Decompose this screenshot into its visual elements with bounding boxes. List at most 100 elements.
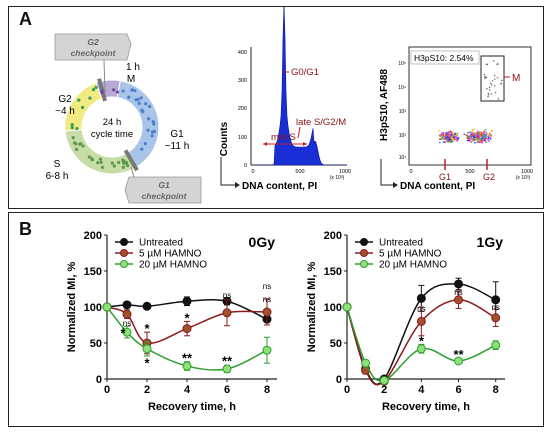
scatter-dot <box>491 129 493 132</box>
cycle-dot <box>96 161 100 165</box>
cycle-dot <box>88 96 92 100</box>
chart-title: 1Gy <box>477 234 504 250</box>
scatter-dot <box>445 138 448 141</box>
scatter-xtick-1: 500 <box>465 169 474 175</box>
scatter-dot <box>447 130 450 133</box>
chart-title: 0Gy <box>249 234 276 250</box>
mitotic-dot <box>484 76 487 79</box>
significance-label: ns <box>454 288 462 297</box>
scatter-dot <box>476 139 478 142</box>
scatter-dot <box>438 141 441 144</box>
scatter-dot <box>485 134 487 136</box>
y-tick-label: 100 <box>84 302 102 314</box>
legend-label: Untreated <box>139 238 183 249</box>
mitotic-dot <box>490 93 492 95</box>
scatter-dot <box>469 131 472 133</box>
s-label: S <box>54 159 61 170</box>
y-tick-label: 50 <box>330 338 342 350</box>
scatter-dot <box>474 131 477 134</box>
legend-label: 20 µM HAMNO <box>139 260 207 271</box>
scatter-dot <box>456 132 459 135</box>
significance-label: ns <box>491 303 499 312</box>
scatter-dot <box>471 134 474 137</box>
cycle-dot <box>144 102 148 106</box>
scatter-dot <box>456 137 459 140</box>
hist-ytick-4: 400 <box>238 50 247 56</box>
g1-checkpoint-l2: checkpoint <box>142 191 188 201</box>
significance-label: * <box>120 325 126 340</box>
hist-xtick-1: 500 <box>295 169 304 175</box>
mitotic-dot <box>483 73 486 76</box>
data-point <box>454 356 464 366</box>
cycle-dot <box>99 160 103 164</box>
cycle-dot <box>147 117 151 121</box>
scatter-dot <box>474 141 476 144</box>
hist-label-arrow <box>235 182 240 188</box>
cycle-dot <box>140 147 144 151</box>
scatter-dot <box>484 137 487 140</box>
cycle-dot <box>136 97 140 102</box>
data-point <box>361 358 371 368</box>
mi-chart-0: 0 50 100 150 200 0 2 4 6 8 Normalized MI, % Recover… <box>66 230 277 413</box>
hist-ytick-2: 200 <box>238 106 247 112</box>
cycle-dot <box>70 123 74 127</box>
data-point <box>222 308 232 318</box>
scatter-dot <box>470 141 473 143</box>
x-tick-label: 4 <box>418 384 425 396</box>
cycle-dot <box>146 128 150 132</box>
cycle-dot <box>87 155 91 159</box>
scatter-yexp-4: 10¹ <box>399 155 407 161</box>
scatter-dot <box>480 137 483 140</box>
g1-time: ~11 h <box>165 141 190 152</box>
scatter-xtick-0: 0 <box>409 169 412 175</box>
cycle-dot <box>112 164 116 168</box>
scatter-yexp-3: 10² <box>399 133 407 139</box>
x-tick-label: 8 <box>264 384 270 396</box>
mitotic-dot <box>497 98 500 100</box>
scatter-dot <box>477 139 480 142</box>
scatter-dot <box>454 133 457 135</box>
y-tick-label: 150 <box>324 266 342 278</box>
cycle-dot <box>112 88 116 92</box>
mids-arrow-right <box>303 142 307 146</box>
cycle-dot <box>110 161 114 165</box>
scatter-dot <box>466 137 469 140</box>
mitotic-dot <box>485 76 488 79</box>
mitotic-dot <box>492 59 495 62</box>
scatter-dot <box>483 131 485 134</box>
mitotic-dot <box>500 79 503 82</box>
mitotic-dot <box>497 63 499 65</box>
scatter-frame <box>408 46 532 166</box>
g2-checkpoint-l1: G2 <box>87 37 99 47</box>
mitotic-dot <box>488 86 491 89</box>
scatter-dot <box>467 131 470 134</box>
panel-b: B 0 50 100 150 200 0 2 4 6 8 Normalized MI, % Recov… <box>8 212 544 427</box>
data-point <box>222 364 232 374</box>
data-point <box>122 309 132 319</box>
legend-marker <box>360 260 368 268</box>
mitotic-dot <box>487 94 490 96</box>
cycle-dot <box>137 101 141 105</box>
y-tick-label: 50 <box>90 338 102 350</box>
hist-ytick-0: 0 <box>244 163 247 169</box>
scatter-dot <box>473 128 476 131</box>
scatter-dot <box>450 133 453 136</box>
scatter-dot <box>442 137 444 140</box>
scatter-xtick-2: 1000 <box>521 169 533 175</box>
data-point <box>454 279 464 289</box>
scatter-m-label: M <box>512 73 520 84</box>
scatter-dot <box>444 140 446 143</box>
x-tick-label: 6 <box>455 384 461 396</box>
panel-a-figure: 24 h cycle time G2 checkpoint G1 checkpo… <box>46 7 533 204</box>
cycle-dot <box>148 104 152 109</box>
mitotic-dot <box>487 92 490 95</box>
g1-label: G1 <box>170 129 184 140</box>
scatter-dot <box>488 137 491 140</box>
data-point <box>379 375 389 385</box>
scatter-dot <box>442 141 445 143</box>
scatter-dot <box>454 136 457 139</box>
hist-fill <box>253 7 347 166</box>
y-tick-label: 200 <box>324 230 342 242</box>
significance-label: ns <box>123 319 131 328</box>
ann-lates: late S/G2/M <box>296 117 346 128</box>
